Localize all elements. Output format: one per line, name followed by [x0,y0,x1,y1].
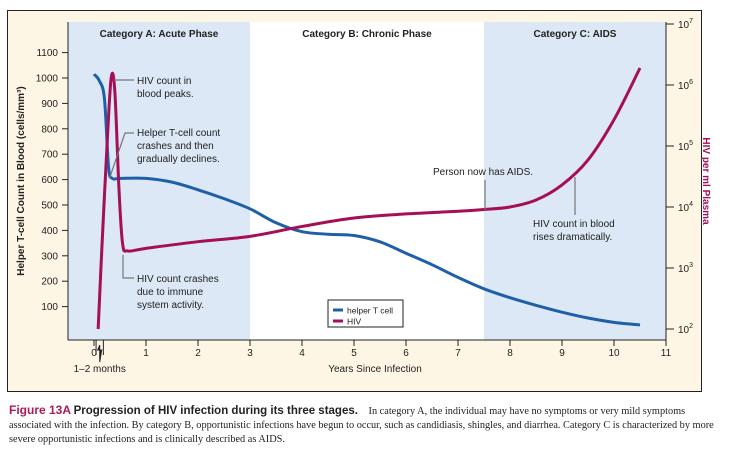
leader-line [109,132,134,179]
y-tick-label: 900 [41,99,58,110]
figure-title: Progression of HIV infection during its … [73,405,358,417]
figure-body: In category A, the individual may have n… [9,406,714,445]
y2-tick-label: 105 [678,140,693,153]
annotation-hiv-peak: blood peaks. [137,89,194,100]
x-tick-label: 11 [661,348,672,359]
y-tick-label: 100 [41,302,58,313]
legend-label: helper T cell [347,306,393,316]
y-tick-label: 600 [41,175,58,186]
y2-tick-label: 106 [678,79,693,92]
series-line-helper-t-cell [92,73,641,327]
x-tick-label: 8 [507,348,513,359]
x-tick-label: 5 [351,348,357,359]
annotation-aids: Person now has AIDS. [433,167,533,178]
y-tick-label: 400 [41,226,58,237]
region-1 [250,22,484,340]
months-label: 1–2 months [74,364,126,375]
x-tick-label: 10 [608,348,620,359]
y2-tick-label: 104 [678,201,693,214]
region-label: Category B: Chronic Phase [302,29,432,40]
annotation-hiv-crash: HIV count crashes [137,274,219,285]
y-tick-label: 200 [41,277,58,288]
y-tick-label: 1000 [36,74,59,85]
x-tick-label: 0 [91,348,97,359]
annotation-hiv-crash: due to immune [137,287,204,298]
x-tick-label: 6 [403,348,409,359]
y-tick-label: 300 [41,251,58,262]
figure-number: Figure 13A [9,403,72,417]
y-tick-label: 500 [41,201,58,212]
y2-tick-label: 103 [678,262,693,275]
annotation-hiv-crash: system activity. [137,300,204,311]
annotation-tcell-crash: crashes and then [137,141,214,152]
series-line-hiv [96,67,642,330]
x-axis-label: Years Since Infection [328,364,422,375]
x-tick-label: 4 [299,348,305,359]
annotation-hiv-rise: HIV count in blood [533,219,615,230]
x-tick-label: 1 [143,348,149,359]
annotation-hiv-peak: HIV count in [137,76,191,87]
x-tick-label: 2 [195,348,201,359]
legend-label: HIV [347,317,362,327]
y-tick-label: 700 [41,150,58,161]
y2-tick-label: 102 [678,323,693,336]
arrow-icon [96,344,103,363]
annotation-hiv-rise: rises dramatically. [533,232,612,243]
region-label: Category C: AIDS [534,29,617,40]
hiv-progression-chart: Category A: Acute Phase Category B: Chron… [16,18,711,375]
x-tick-label: 7 [455,348,461,359]
y-axis-label: Helper T-cell Count in Blood (cells/mm³) [16,86,27,275]
y2-tick-label: 107 [678,18,693,31]
annotation-tcell-crash: Helper T-cell count [137,128,220,139]
y-tick-label: 1100 [36,48,58,59]
x-tick-label: 9 [559,348,565,359]
region-label: Category A: Acute Phase [100,29,219,40]
annotation-tcell-crash: gradually declines. [137,154,220,165]
x-tick-label: 3 [247,348,253,359]
y-tick-label: 800 [41,124,58,135]
y2-axis-label: HIV per ml Plasma [700,137,711,225]
figure-caption: Figure 13A Progression of HIV infection … [9,403,729,447]
leader-line [122,255,134,279]
